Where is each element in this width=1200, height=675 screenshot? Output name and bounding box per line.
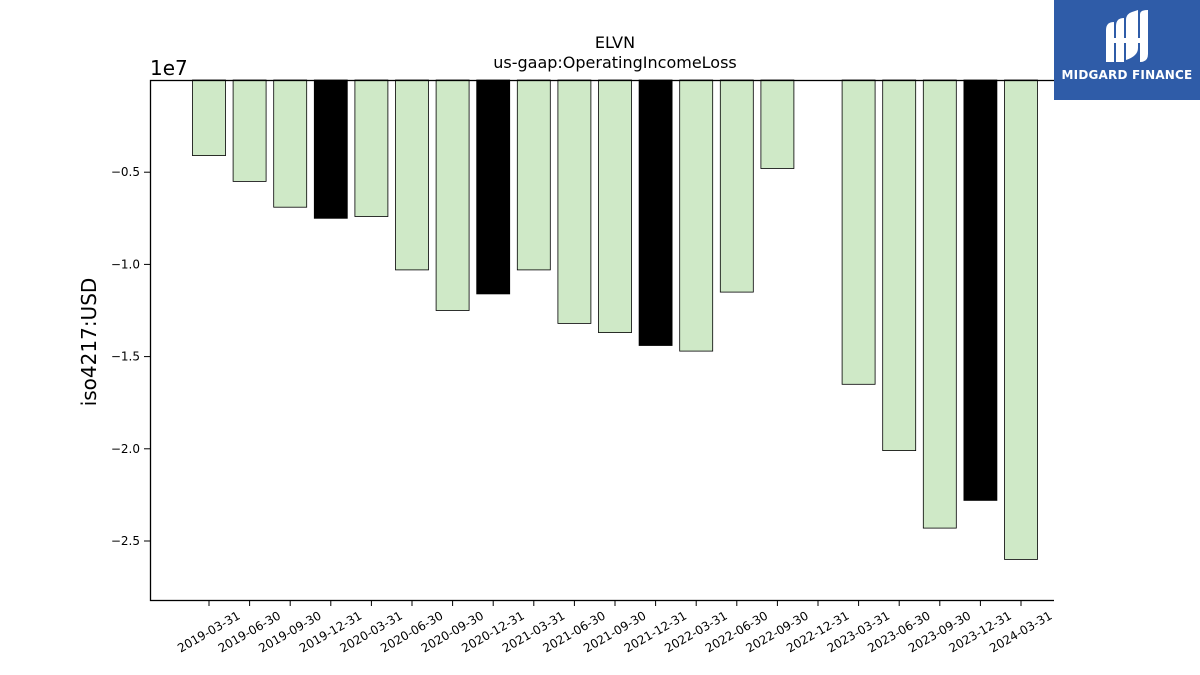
operating-income-bar-chart: ELVN us-gaap:OperatingIncomeLoss 1e7 iso… [77, 33, 1054, 655]
bar-2020-03-31 [354, 79, 389, 217]
y-axis-ticks: −0.5 −1.0 −1.5 −2.0 −2.5 [111, 165, 150, 548]
axis-offset-label: 1e7 [150, 56, 188, 80]
bar-2021-12-31 [638, 79, 673, 346]
plot-frame [149, 79, 1054, 602]
bar-2021-09-30 [598, 79, 632, 334]
brand-mark-icon [1106, 10, 1148, 62]
bar-2020-09-30 [435, 79, 470, 311]
y-axis-label: iso4217:USD [77, 278, 101, 407]
brand-logo: MIDGARD FINANCE [1054, 0, 1200, 100]
bar-2021-06-30 [557, 79, 592, 324]
chart-title: ELVN [595, 33, 635, 52]
bar-2023-09-30 [922, 79, 957, 529]
y-tick-label: −1.0 [111, 257, 140, 271]
bar-2019-03-31 [192, 79, 226, 156]
bar-2022-03-31 [679, 79, 714, 352]
y-tick-label: −1.5 [111, 350, 140, 364]
x-axis-ticks: 2019-03-312019-06-302019-09-302019-12-31… [175, 600, 1054, 655]
bar-2019-09-30 [273, 79, 308, 208]
bar-2019-06-30 [232, 79, 267, 182]
bar-2020-06-30 [395, 79, 429, 271]
y-tick-label: −0.5 [111, 165, 140, 179]
chart-subtitle: us-gaap:OperatingIncomeLoss [493, 53, 737, 72]
bar-2020-12-31 [476, 79, 511, 295]
bar-2024-03-31 [1004, 79, 1038, 560]
bar-2023-06-30 [882, 79, 917, 452]
bar-2021-03-31 [516, 79, 551, 271]
bar-2023-03-31 [841, 79, 876, 385]
bar-2022-09-30 [760, 79, 795, 169]
bar-2023-12-31 [963, 79, 998, 501]
bar-group [192, 79, 1038, 560]
bar-2019-12-31 [313, 79, 348, 219]
y-tick-label: −2.5 [111, 534, 140, 548]
y-tick-label: −2.0 [111, 442, 140, 456]
bar-2022-06-30 [719, 79, 754, 293]
brand-name: MIDGARD FINANCE [1061, 68, 1193, 82]
